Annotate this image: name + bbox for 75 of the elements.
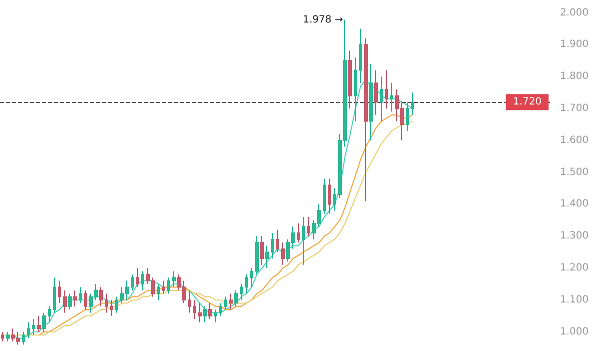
candlestick — [380, 76, 383, 122]
candlestick — [307, 216, 310, 237]
candlestick — [302, 216, 305, 266]
y-tick-label: 1.200 — [560, 262, 589, 274]
candlestick — [136, 268, 139, 288]
candlestick — [374, 70, 378, 116]
y-tick-label: 1.900 — [560, 39, 589, 50]
candlestick — [271, 232, 274, 259]
candlestick — [48, 306, 51, 323]
candlestick — [63, 290, 67, 314]
candlestick — [42, 312, 46, 332]
candlestick — [22, 331, 25, 346]
candlestick — [198, 302, 202, 323]
candlestick — [359, 28, 362, 84]
candlestick — [99, 286, 103, 307]
candlestick — [260, 236, 264, 266]
candlestick — [240, 283, 243, 300]
candlestick — [219, 302, 222, 316]
candlestick — [141, 270, 144, 291]
candlestick — [276, 229, 279, 253]
candlestick — [224, 296, 227, 310]
candlestick — [167, 277, 170, 294]
candlestick — [229, 293, 233, 310]
candlestick — [265, 245, 269, 269]
y-tick-label: 1.000 — [560, 326, 589, 338]
candlestick — [1, 331, 4, 342]
candlestick — [406, 102, 409, 132]
candlestick — [68, 293, 72, 310]
candlestick — [6, 331, 10, 342]
candlestick — [214, 309, 217, 323]
candlestick — [172, 270, 176, 288]
candlestick — [411, 92, 414, 116]
annotation: 1.978 → — [302, 14, 344, 26]
candlestick — [328, 178, 331, 214]
y-tick-label: 1.400 — [560, 198, 589, 210]
candlestick — [105, 293, 108, 314]
candlestick — [115, 296, 118, 314]
candlestick — [162, 280, 165, 294]
y-tick-label: 1.800 — [560, 71, 589, 82]
candlestick — [188, 290, 191, 314]
candlestick — [193, 299, 196, 320]
candlestick — [364, 38, 368, 202]
ref-line-label: 1.720 — [513, 96, 542, 108]
candlestick — [73, 290, 77, 307]
candlestick — [385, 70, 388, 109]
candlestick — [53, 277, 56, 314]
candlestick — [245, 274, 248, 294]
candlestick — [250, 268, 253, 288]
candlestick — [27, 322, 30, 339]
candlestick — [333, 188, 336, 212]
candlestick — [234, 290, 238, 307]
candlestick — [131, 274, 134, 291]
y-tick-label: 1.300 — [560, 230, 589, 242]
candlestick — [203, 306, 207, 323]
candlestick — [369, 63, 373, 141]
candlestick — [208, 302, 212, 320]
y-tick-label: 1.600 — [560, 134, 589, 146]
candlestick — [323, 178, 326, 214]
candlestick — [348, 50, 352, 109]
candlestick — [354, 56, 357, 122]
y-tick-label: 1.500 — [560, 166, 589, 178]
candlestick — [297, 222, 300, 244]
candlestick — [255, 236, 259, 275]
candlestick — [157, 283, 160, 300]
y-tick-label: 2.000 — [560, 7, 589, 18]
candlestick — [390, 82, 393, 112]
candlestick — [79, 286, 82, 304]
candlestick — [84, 290, 87, 310]
candlestick — [110, 299, 113, 316]
candlestick — [58, 280, 61, 304]
candlestick — [37, 315, 41, 332]
y-tick-label: 1.100 — [560, 294, 589, 306]
candlestick — [32, 318, 35, 336]
y-tick-label: 1.700 — [560, 102, 589, 114]
candlestick — [281, 242, 285, 266]
